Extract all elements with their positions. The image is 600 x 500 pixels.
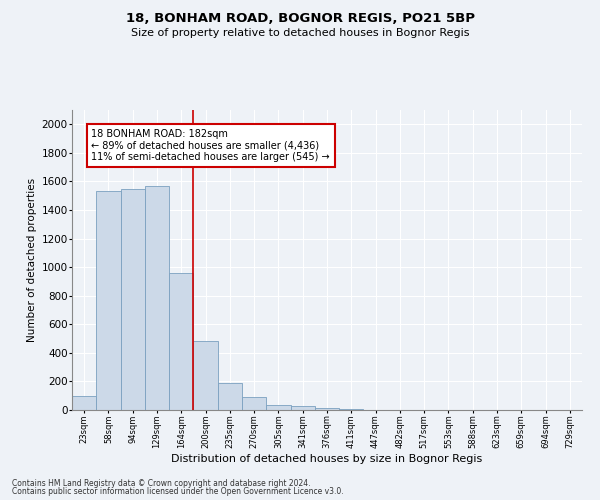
Bar xyxy=(242,397,266,410)
Bar xyxy=(266,405,290,410)
Bar xyxy=(96,192,121,410)
Text: Contains HM Land Registry data © Crown copyright and database right 2024.: Contains HM Land Registry data © Crown c… xyxy=(12,478,311,488)
Bar xyxy=(121,188,145,410)
Bar xyxy=(290,406,315,410)
Y-axis label: Number of detached properties: Number of detached properties xyxy=(28,178,37,342)
Text: Contains public sector information licensed under the Open Government Licence v3: Contains public sector information licen… xyxy=(12,487,344,496)
Text: 18, BONHAM ROAD, BOGNOR REGIS, PO21 5BP: 18, BONHAM ROAD, BOGNOR REGIS, PO21 5BP xyxy=(125,12,475,26)
Bar xyxy=(315,408,339,410)
Bar xyxy=(145,186,169,410)
Bar xyxy=(72,396,96,410)
Text: Size of property relative to detached houses in Bognor Regis: Size of property relative to detached ho… xyxy=(131,28,469,38)
X-axis label: Distribution of detached houses by size in Bognor Regis: Distribution of detached houses by size … xyxy=(172,454,482,464)
Text: 18 BONHAM ROAD: 182sqm
← 89% of detached houses are smaller (4,436)
11% of semi-: 18 BONHAM ROAD: 182sqm ← 89% of detached… xyxy=(91,128,330,162)
Bar xyxy=(169,273,193,410)
Bar xyxy=(193,342,218,410)
Bar xyxy=(218,383,242,410)
